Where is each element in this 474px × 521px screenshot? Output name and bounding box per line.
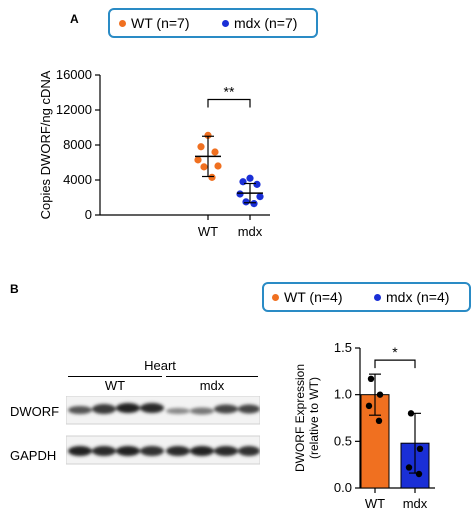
x-tick-label-wt: WT	[198, 224, 218, 239]
blot-row-label-dworf: DWORF	[10, 404, 60, 419]
blot-group-bracket-wt	[68, 376, 162, 377]
data-point-mdx	[405, 464, 413, 471]
data-point-mdx	[416, 445, 424, 452]
mdx-marker-icon	[374, 293, 381, 301]
data-point-wt	[211, 148, 219, 156]
y-tick-label: 16000	[56, 67, 92, 82]
data-point-wt	[200, 163, 208, 171]
data-point-wt	[204, 131, 212, 139]
y-tick-label: 0.0	[334, 480, 352, 495]
data-point-wt	[194, 156, 202, 164]
data-point-wt	[365, 402, 373, 410]
mdx-marker-icon	[222, 19, 229, 27]
legend-label-mdx: mdx (n=4)	[386, 289, 450, 305]
data-point-wt	[375, 417, 383, 424]
panel-a-chart: 0 4000 8000 12000 16000 WT mdx Copies DWORF/ng …	[38, 67, 270, 239]
blot-group-label-mdx: mdx	[199, 378, 225, 393]
data-point-mdx	[250, 200, 258, 208]
significance-bracket	[207, 98, 251, 108]
legend-item-wt: WT (n=4)	[272, 289, 342, 305]
y-tick-label: 8000	[63, 137, 92, 152]
y-tick-label: 4000	[63, 172, 92, 187]
y-axis-label-line-1: DWORF Expression	[293, 364, 307, 472]
data-point-mdx	[246, 174, 254, 182]
wt-marker-icon	[119, 19, 126, 27]
data-point-mdx	[253, 180, 261, 188]
wt-marker-icon	[272, 293, 279, 301]
y-tick-label: 0	[85, 207, 92, 222]
legend-label-mdx: mdx (n=7)	[234, 15, 298, 31]
blot-group-label-wt: WT	[104, 378, 126, 393]
data-point-wt	[214, 162, 222, 170]
legend-label-wt: WT (n=4)	[284, 289, 343, 305]
data-point-wt	[208, 173, 216, 181]
data-point-wt	[197, 143, 205, 151]
y-axis-label-line-2: (relative to WT)	[307, 377, 321, 459]
data-point-wt	[367, 375, 375, 382]
data-point-mdx	[415, 470, 423, 478]
panel-b-legend: WT (n=4) mdx (n=4)	[262, 282, 471, 312]
data-point-mdx	[242, 198, 250, 206]
y-tick-label: 1.0	[334, 387, 352, 402]
panel-a-legend: WT (n=7) mdx (n=7)	[108, 8, 318, 38]
significance-label: *	[392, 344, 398, 360]
data-point-mdx	[236, 190, 244, 198]
western-blot-image	[66, 396, 260, 465]
y-tick-label: 1.5	[334, 340, 352, 355]
y-axis-label: Copies DWORF/ng cDNA	[38, 70, 53, 219]
dworf-bands	[68, 403, 260, 415]
panel-b-letter: B	[10, 282, 19, 296]
panel-a-letter: A	[70, 12, 79, 26]
significance-bracket	[374, 359, 416, 369]
legend-item-mdx: mdx (n=4)	[374, 289, 449, 305]
panel-b-chart: 0.0 0.5 1.0 1.5 DWORF Expression (relative to…	[293, 340, 435, 511]
y-tick-label: 0.5	[334, 433, 352, 448]
x-tick-label-wt: WT	[365, 496, 385, 511]
x-tick-label-mdx: mdx	[403, 496, 428, 511]
blot-title: Heart	[144, 358, 176, 373]
data-point-mdx	[239, 178, 247, 186]
legend-item-wt: WT (n=7)	[119, 15, 189, 31]
blot-group-bracket-mdx	[166, 376, 258, 377]
gapdh-bands	[68, 446, 260, 456]
data-point-mdx	[407, 410, 415, 417]
y-tick-label: 12000	[56, 102, 92, 117]
blot-row-label-gapdh: GAPDH	[10, 448, 57, 463]
significance-label: **	[224, 84, 235, 100]
legend-item-mdx: mdx (n=7)	[222, 15, 297, 31]
data-point-mdx	[256, 193, 264, 201]
x-tick-label-mdx: mdx	[238, 224, 263, 239]
legend-label-wt: WT (n=7)	[131, 15, 190, 31]
data-point-wt	[376, 391, 384, 398]
